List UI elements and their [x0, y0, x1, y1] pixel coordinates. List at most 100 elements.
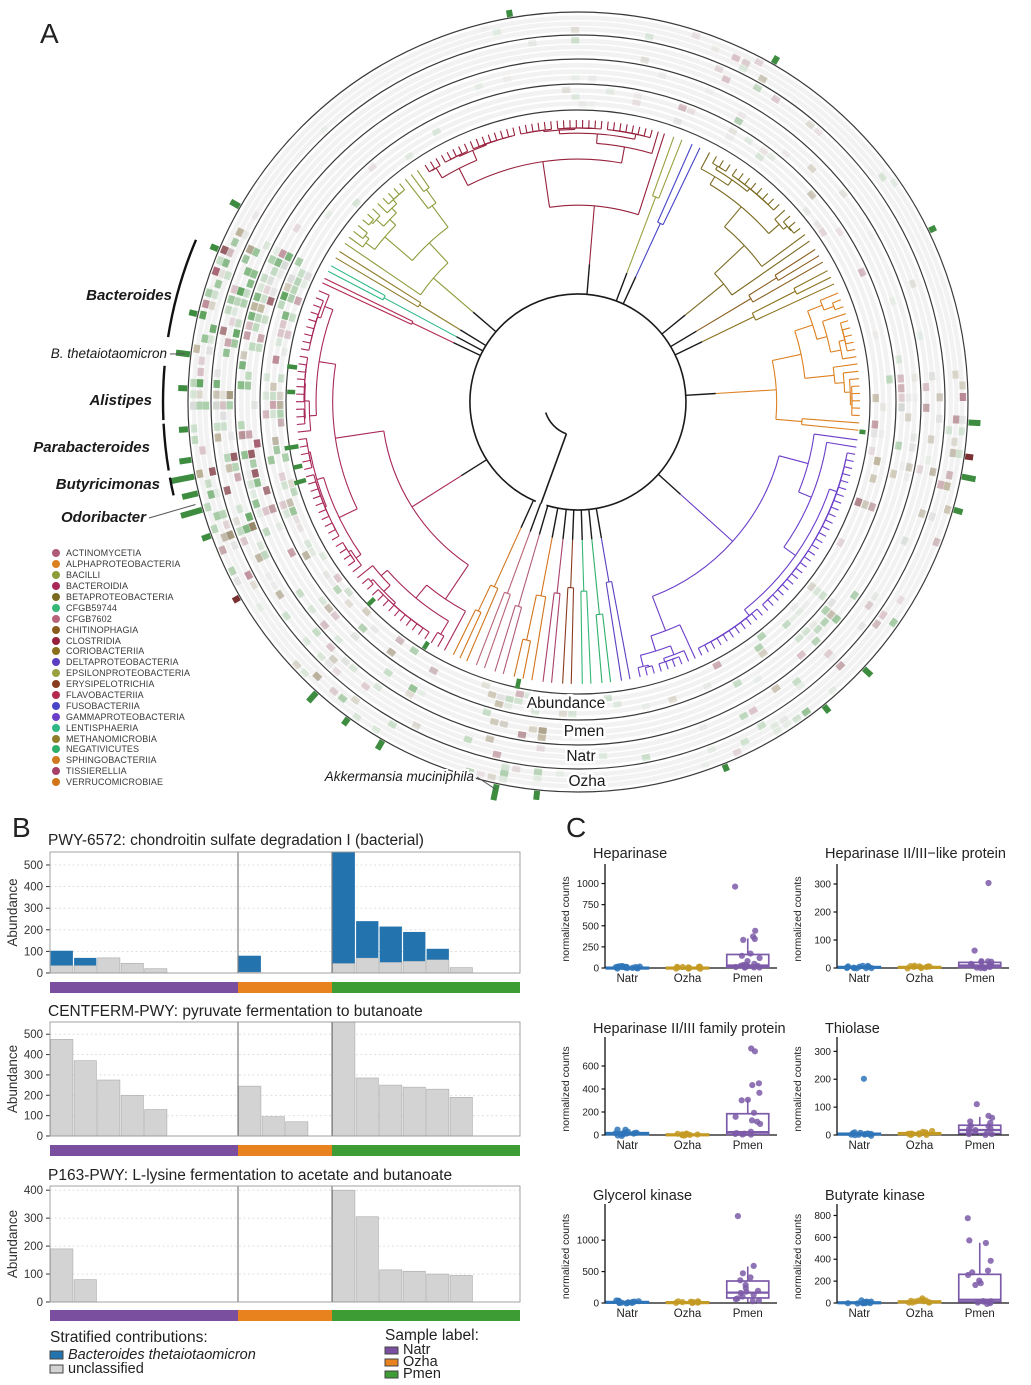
- heatmap-cell: [945, 470, 954, 480]
- sample-strip-natr: [50, 1310, 238, 1321]
- heatmap-cell: [226, 294, 236, 305]
- heatmap-cell: [295, 588, 305, 599]
- heatmap-cell: [323, 659, 334, 670]
- class-color-dot: [52, 745, 60, 754]
- heatmap-cell: [536, 744, 546, 752]
- data-point: [732, 963, 739, 971]
- inner-abundance-tick: [421, 640, 430, 650]
- heatmap-cell: [571, 93, 580, 101]
- class-label: BACILLI: [66, 570, 101, 581]
- bar-unclassified: [355, 1077, 379, 1137]
- branch-segment: [570, 539, 574, 588]
- heatmap-cell: [915, 464, 924, 474]
- branch-segment: [606, 121, 609, 130]
- heatmap-cell: [221, 258, 231, 268]
- data-point: [985, 879, 992, 887]
- branch-segment: [377, 203, 388, 214]
- branch-segment: [715, 165, 719, 170]
- heatmap-cell: [827, 685, 838, 696]
- branch-segment: [714, 245, 745, 274]
- legend-item: CHITINOPHAGIA: [52, 624, 190, 635]
- branch-segment: [415, 584, 428, 599]
- branch-segment: [774, 209, 786, 220]
- y-tick-label: 0: [593, 1299, 599, 1310]
- abundance-spike: [209, 243, 220, 252]
- branch-segment: [315, 502, 324, 507]
- backbone-stub: [685, 392, 716, 397]
- backbone-stub: [586, 264, 591, 295]
- branch-segment: [716, 637, 722, 646]
- branch-segment: [755, 283, 835, 321]
- ring-circle: [285, 109, 871, 695]
- branch-segment: [829, 488, 838, 493]
- heatmap-cell: [193, 344, 201, 354]
- inner-abundance-tick: [292, 463, 303, 470]
- heatmap-cell: [949, 448, 957, 458]
- data-point: [747, 1274, 754, 1281]
- branch-segment: [626, 196, 657, 274]
- heatmap-cell: [743, 135, 754, 146]
- heatmap-cell: [757, 648, 769, 659]
- taxa-label: Alistipes: [88, 392, 152, 409]
- abundance-spike: [490, 783, 500, 801]
- branch-segment: [671, 659, 676, 667]
- bar-b-theta: [356, 921, 379, 958]
- branch-segment: [774, 248, 816, 276]
- branch-segment: [429, 161, 436, 169]
- heatmap-cell: [904, 413, 912, 422]
- y-tick-label: 0: [825, 1131, 831, 1142]
- heatmap-cell: [770, 94, 781, 105]
- heatmap-cell: [813, 126, 824, 137]
- branch-segment: [383, 297, 457, 338]
- data-point: [987, 1257, 994, 1264]
- branch-segment: [801, 423, 859, 431]
- heatmap-cell: [873, 456, 882, 466]
- heatmap-cell: [640, 56, 650, 65]
- branch-segment: [531, 123, 534, 132]
- data-point: [679, 963, 686, 971]
- heatmap-cell: [261, 527, 271, 537]
- x-category-label: Ozha: [674, 973, 702, 985]
- branch-segment: [459, 612, 482, 659]
- heatmap-cell: [502, 75, 512, 84]
- data-point: [857, 1129, 864, 1136]
- branch-segment: [404, 178, 429, 209]
- y-tick-label: 200: [582, 1108, 599, 1119]
- backbone-stub: [472, 311, 497, 333]
- x-category-label: Natr: [848, 973, 870, 985]
- heatmap-cell: [698, 722, 708, 732]
- clade-erysipelotrichia: [562, 509, 575, 684]
- heatmap-cell: [232, 576, 243, 587]
- heatmap-cell: [857, 267, 867, 278]
- clade-alphaproteobacteria: [685, 292, 860, 431]
- data-point: [908, 1297, 915, 1304]
- branch-segment: [435, 167, 443, 179]
- bar-unclassified: [402, 1270, 426, 1303]
- branch-segment: [819, 292, 839, 301]
- heatmap-cell: [219, 390, 227, 399]
- bar-unclassified: [73, 1060, 97, 1137]
- heatmap-cell: [369, 624, 380, 635]
- heatmap-cell: [249, 489, 258, 499]
- heatmap-cell: [831, 614, 842, 625]
- heatmap-cell: [479, 24, 490, 33]
- data-point: [968, 960, 975, 967]
- clade-bacteroidia: [295, 290, 488, 651]
- branch-segment: [762, 604, 769, 611]
- y-tick-label: 1000: [577, 879, 600, 890]
- branch-segment: [316, 477, 324, 481]
- heatmap-cell: [730, 53, 741, 63]
- data-point: [737, 1289, 744, 1297]
- data-point: [748, 1117, 756, 1124]
- heatmap-cell: [240, 350, 248, 360]
- inner-abundance-tick: [366, 596, 376, 607]
- heatmap-cell: [485, 734, 495, 744]
- sample-strip-pmen: [332, 982, 520, 993]
- heatmap-cell: [280, 480, 289, 491]
- branch-segment: [353, 230, 364, 239]
- branch-segment: [357, 225, 368, 234]
- heatmap-cell: [911, 373, 919, 382]
- legend-item: BACILLI: [52, 570, 190, 581]
- branch-segment: [818, 532, 827, 537]
- heatmap-cell: [644, 32, 654, 41]
